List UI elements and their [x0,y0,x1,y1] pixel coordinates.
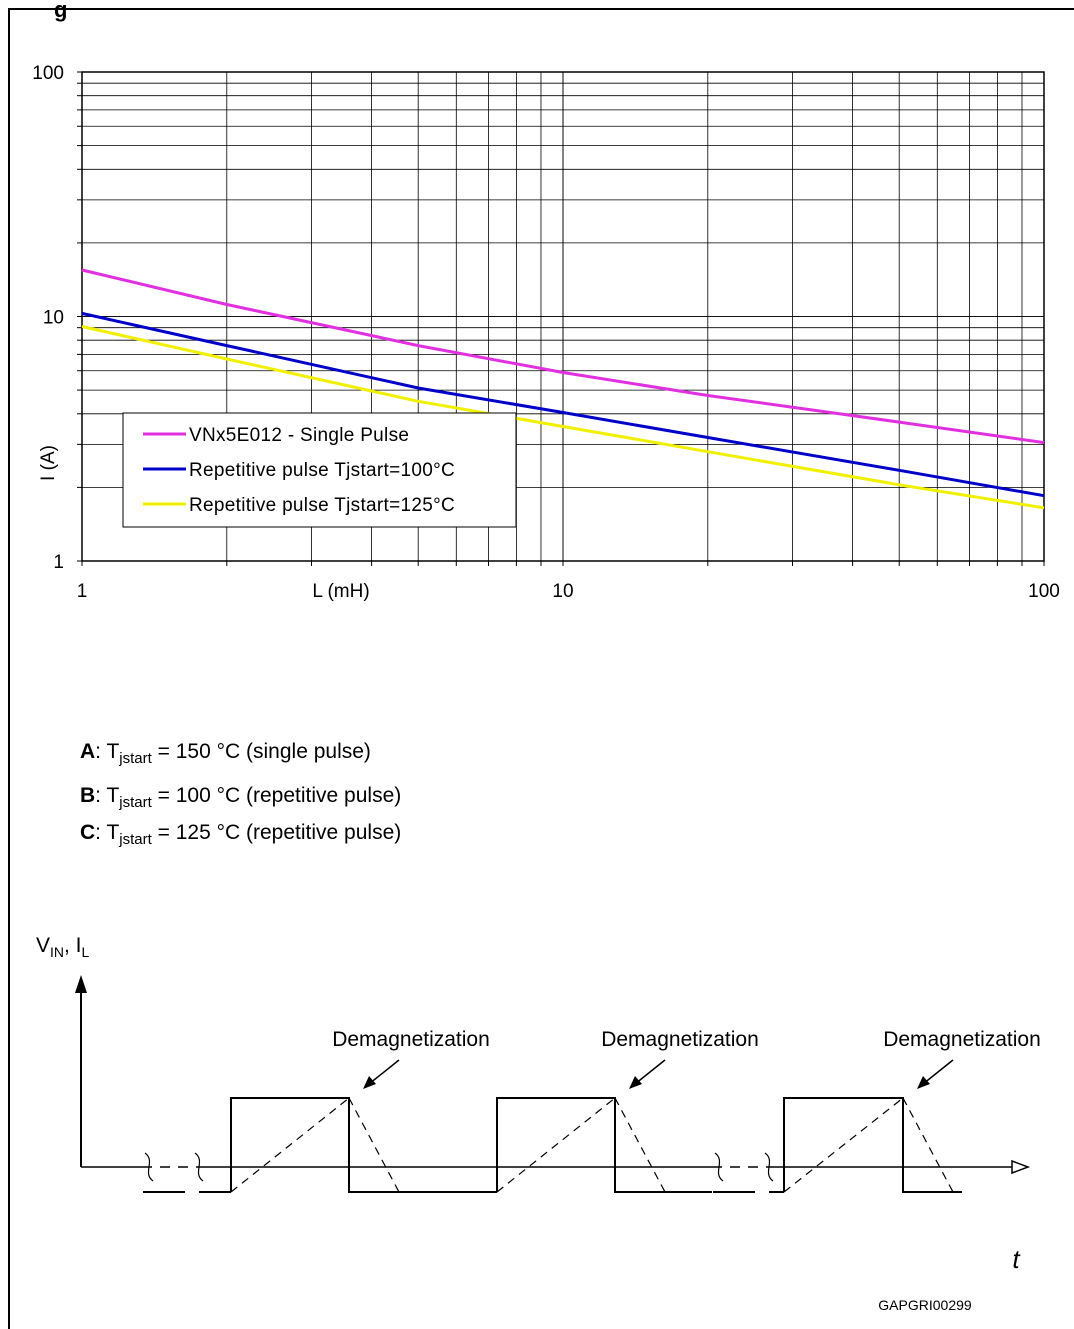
note-b-sub: jstart [119,794,152,812]
diagram-y-arrow [75,975,87,993]
diagram-axes: t [75,975,1031,1274]
legend-label-2: Repetitive pulse Tjstart=100°C [189,460,455,481]
demag-arrow-head-2 [629,1076,642,1089]
figure-code: GAPGRI00299 [878,1297,972,1313]
diagram-y-label-v: V [36,934,51,957]
current-decay-1 [348,1097,400,1193]
demag-arrow-line-3 [922,1059,954,1085]
y-tick-label: 1 [53,552,64,573]
current-decay-2 [614,1097,666,1193]
demag-label-1: Demagnetization [332,1028,490,1051]
figure-frame: g [8,0,1074,1329]
x-axis-label: L (mH) [312,581,369,602]
input-pulse-1 [230,1097,497,1193]
y-axis-label: I (A) [38,445,59,481]
demag-label-2: Demagnetization [601,1028,759,1051]
current-ramp-1 [230,1097,350,1193]
input-pulse-3 [783,1097,962,1193]
input-pulse-2 [496,1097,712,1193]
note-b-symbol: T [106,784,120,807]
series-line-3 [81,325,1045,510]
figure-heading: g [54,0,68,22]
legend-box [122,412,517,528]
demag-arrow-line-2 [634,1059,666,1085]
diagram-y-label: VIN, IL [36,934,89,960]
note-b: B: Tjstart = 100 °C (repetitive pulse) [80,784,402,812]
y-tick-label: 10 [43,308,64,329]
timing-diagram: t Demagnetization Demagnetization Demagnet… [75,975,1041,1313]
note-a-text: = 150 °C (single pulse) [151,740,371,763]
tick-labels: 1 10 100 100 10 1 [32,63,1060,602]
x-tick-label: 10 [552,581,573,602]
current-ramp-3 [783,1097,904,1193]
axis-break-mark [144,1152,154,1182]
x-tick-label: 1 [77,581,88,602]
diagram-y-label-i-sub: L [81,944,90,961]
note-c-text: = 125 °C (repetitive pulse) [151,821,402,844]
diagram-y-label-v-sub: IN [50,944,65,961]
diagram-waveforms [143,1097,962,1193]
note-c-sub: jstart [119,831,152,849]
note-a-symbol: T [106,740,120,763]
series-line-2 [81,311,1045,498]
x-tick-label: 100 [1028,581,1060,602]
axis-break-mark [194,1152,204,1182]
note-a-sub: jstart [119,750,152,768]
legend: VNx5E012 - Single Pulse Repetitive pulse … [122,412,517,528]
note-b-letter: B [80,784,96,807]
note-b-text: = 100 °C (repetitive pulse) [151,784,402,807]
series-line-1 [81,268,1045,445]
y-tick-label: 100 [32,63,64,84]
legend-label-1: VNx5E012 - Single Pulse [189,425,409,446]
legend-label-3: Repetitive pulse Tjstart=125°C [189,495,455,516]
current-ramp-2 [496,1097,616,1193]
current-decay-3 [902,1097,954,1193]
curves [81,268,1045,510]
note-a: A: Tjstart = 150 °C (single pulse) [80,740,371,768]
diagram-y-label-sep: , I [64,934,82,957]
note-c: C: Tjstart = 125 °C (repetitive pulse) [80,821,402,849]
note-c-letter: C [80,821,96,844]
axis-break-mark [764,1152,774,1182]
axis-break-mark [714,1152,724,1182]
demag-arrow-head-1 [363,1076,376,1089]
diagram-x-label: t [1012,1244,1021,1274]
note-a-letter: A [80,740,96,763]
demag-arrow-head-3 [917,1076,930,1089]
demag-arrow-line-1 [368,1059,400,1085]
demag-label-3: Demagnetization [883,1028,1041,1051]
diagram-annotations: Demagnetization Demagnetization Demagnetiz… [332,1028,1041,1313]
note-c-symbol: T [106,821,120,844]
diagram-x-arrow [1011,1159,1031,1175]
